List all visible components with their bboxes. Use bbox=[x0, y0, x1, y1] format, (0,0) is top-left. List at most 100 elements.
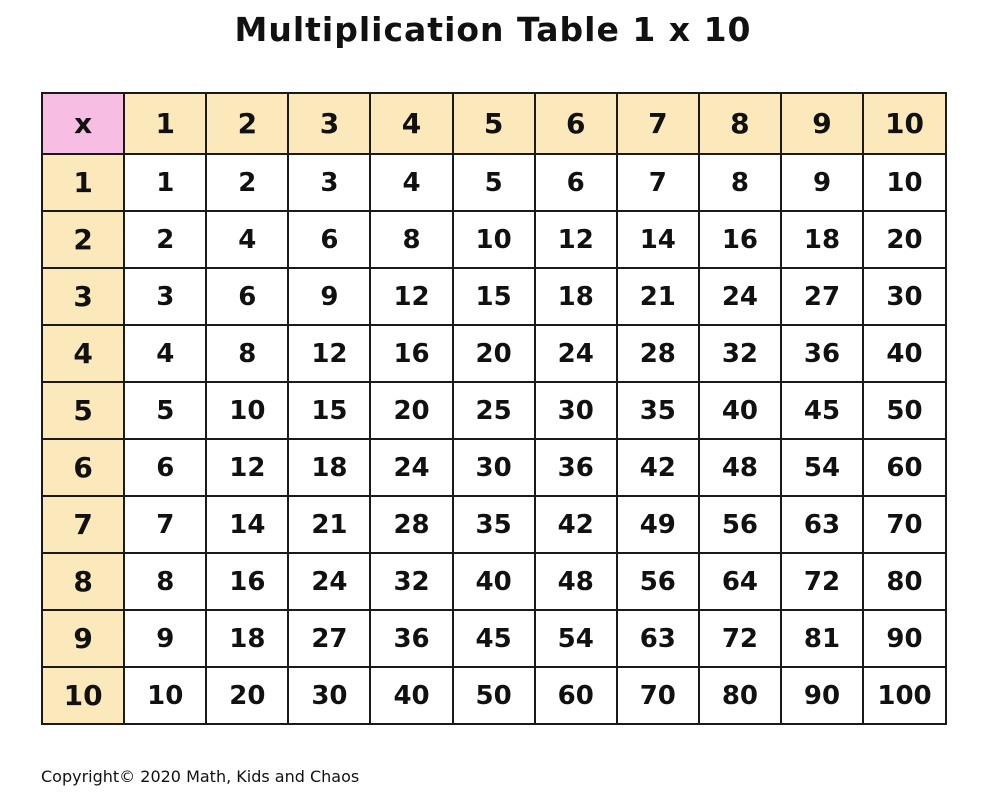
product-cell: 50 bbox=[862, 381, 947, 440]
row-header: 7 bbox=[40, 495, 126, 554]
product-cell: 24 bbox=[697, 267, 782, 326]
copyright-notice: Copyright© 2020 Math, Kids and Chaos bbox=[41, 767, 360, 786]
product-cell: 18 bbox=[533, 267, 618, 326]
product-cell: 54 bbox=[533, 609, 618, 668]
column-header: 1 bbox=[123, 92, 208, 155]
row-header: 2 bbox=[40, 210, 126, 269]
product-cell: 5 bbox=[123, 381, 208, 440]
product-cell: 36 bbox=[369, 609, 454, 668]
product-cell: 64 bbox=[697, 552, 782, 611]
page-title: Multiplication Table 1 x 10 bbox=[234, 10, 752, 49]
product-cell: 24 bbox=[533, 324, 618, 383]
product-cell: 2 bbox=[123, 210, 208, 269]
table-row: 2 2 4 6 8 10 12 14 16 18 20 bbox=[40, 210, 947, 269]
product-cell: 27 bbox=[779, 267, 865, 326]
product-cell: 63 bbox=[779, 495, 865, 554]
product-cell: 45 bbox=[451, 609, 536, 668]
table-row: 7 7 14 21 28 35 42 49 56 63 70 bbox=[40, 495, 947, 554]
product-cell: 16 bbox=[205, 552, 290, 611]
product-cell: 70 bbox=[615, 666, 700, 725]
column-header: 7 bbox=[615, 92, 700, 155]
product-cell: 24 bbox=[369, 438, 454, 497]
product-cell: 6 bbox=[205, 267, 290, 326]
column-header: 3 bbox=[287, 92, 372, 155]
column-header: 8 bbox=[697, 92, 782, 155]
product-cell: 81 bbox=[779, 609, 865, 668]
multiplication-table: x 1 2 3 4 5 6 7 8 9 10 1 1 2 3 4 5 6 7 8 9 10 2 2 4 6 8 10 12 14 16 18 2… bbox=[40, 92, 947, 725]
product-cell: 9 bbox=[123, 609, 208, 668]
product-cell: 56 bbox=[697, 495, 782, 554]
product-cell: 1 bbox=[123, 153, 208, 212]
product-cell: 4 bbox=[123, 324, 208, 383]
product-cell: 20 bbox=[205, 666, 290, 725]
product-cell: 3 bbox=[287, 153, 372, 212]
product-cell: 9 bbox=[287, 267, 372, 326]
product-cell: 8 bbox=[697, 153, 782, 212]
product-cell: 15 bbox=[287, 381, 372, 440]
product-cell: 12 bbox=[205, 438, 290, 497]
row-header: 4 bbox=[40, 324, 126, 383]
column-header: 6 bbox=[533, 92, 618, 155]
column-header: 10 bbox=[862, 92, 947, 155]
product-cell: 10 bbox=[205, 381, 290, 440]
product-cell: 48 bbox=[697, 438, 782, 497]
product-cell: 2 bbox=[205, 153, 290, 212]
header-row: x 1 2 3 4 5 6 7 8 9 10 bbox=[40, 92, 947, 155]
product-cell: 36 bbox=[533, 438, 618, 497]
table-row: 3 3 6 9 12 15 18 21 24 27 30 bbox=[40, 267, 947, 326]
product-cell: 4 bbox=[205, 210, 290, 269]
product-cell: 16 bbox=[369, 324, 454, 383]
product-cell: 20 bbox=[451, 324, 536, 383]
product-cell: 27 bbox=[287, 609, 372, 668]
product-cell: 60 bbox=[862, 438, 947, 497]
product-cell: 18 bbox=[205, 609, 290, 668]
product-cell: 15 bbox=[451, 267, 536, 326]
product-cell: 12 bbox=[533, 210, 618, 269]
product-cell: 45 bbox=[779, 381, 865, 440]
table-row: 9 9 18 27 36 45 54 63 72 81 90 bbox=[40, 609, 947, 668]
table-row: 10 10 20 30 40 50 60 70 80 90 100 bbox=[40, 666, 947, 725]
product-cell: 72 bbox=[697, 609, 782, 668]
product-cell: 21 bbox=[287, 495, 372, 554]
table-row: 5 5 10 15 20 25 30 35 40 45 50 bbox=[40, 381, 947, 440]
product-cell: 40 bbox=[369, 666, 454, 725]
product-cell: 54 bbox=[779, 438, 865, 497]
column-header: 9 bbox=[779, 92, 865, 155]
product-cell: 6 bbox=[123, 438, 208, 497]
product-cell: 10 bbox=[123, 666, 208, 725]
product-cell: 60 bbox=[533, 666, 618, 725]
product-cell: 30 bbox=[287, 666, 372, 725]
product-cell: 4 bbox=[369, 153, 454, 212]
product-cell: 28 bbox=[369, 495, 454, 554]
product-cell: 6 bbox=[533, 153, 618, 212]
product-cell: 6 bbox=[287, 210, 372, 269]
product-cell: 40 bbox=[451, 552, 536, 611]
table-row: 6 6 12 18 24 30 36 42 48 54 60 bbox=[40, 438, 947, 497]
row-header: 9 bbox=[40, 609, 126, 668]
row-header: 1 bbox=[40, 153, 126, 212]
table-row: 1 1 2 3 4 5 6 7 8 9 10 bbox=[40, 153, 947, 212]
product-cell: 10 bbox=[451, 210, 536, 269]
product-cell: 90 bbox=[862, 609, 947, 668]
product-cell: 12 bbox=[369, 267, 454, 326]
product-cell: 40 bbox=[862, 324, 947, 383]
row-header: 5 bbox=[40, 381, 126, 440]
product-cell: 28 bbox=[615, 324, 700, 383]
product-cell: 80 bbox=[862, 552, 947, 611]
product-cell: 8 bbox=[369, 210, 454, 269]
product-cell: 48 bbox=[533, 552, 618, 611]
row-header: 10 bbox=[40, 666, 126, 725]
product-cell: 30 bbox=[533, 381, 618, 440]
row-header: 8 bbox=[40, 552, 126, 611]
product-cell: 16 bbox=[697, 210, 782, 269]
product-cell: 5 bbox=[451, 153, 536, 212]
column-header: 4 bbox=[369, 92, 454, 155]
product-cell: 40 bbox=[697, 381, 782, 440]
column-header: 2 bbox=[205, 92, 290, 155]
product-cell: 42 bbox=[533, 495, 618, 554]
product-cell: 9 bbox=[779, 153, 865, 212]
product-cell: 12 bbox=[287, 324, 372, 383]
product-cell: 42 bbox=[615, 438, 700, 497]
product-cell: 63 bbox=[615, 609, 700, 668]
corner-cell: x bbox=[40, 92, 126, 155]
